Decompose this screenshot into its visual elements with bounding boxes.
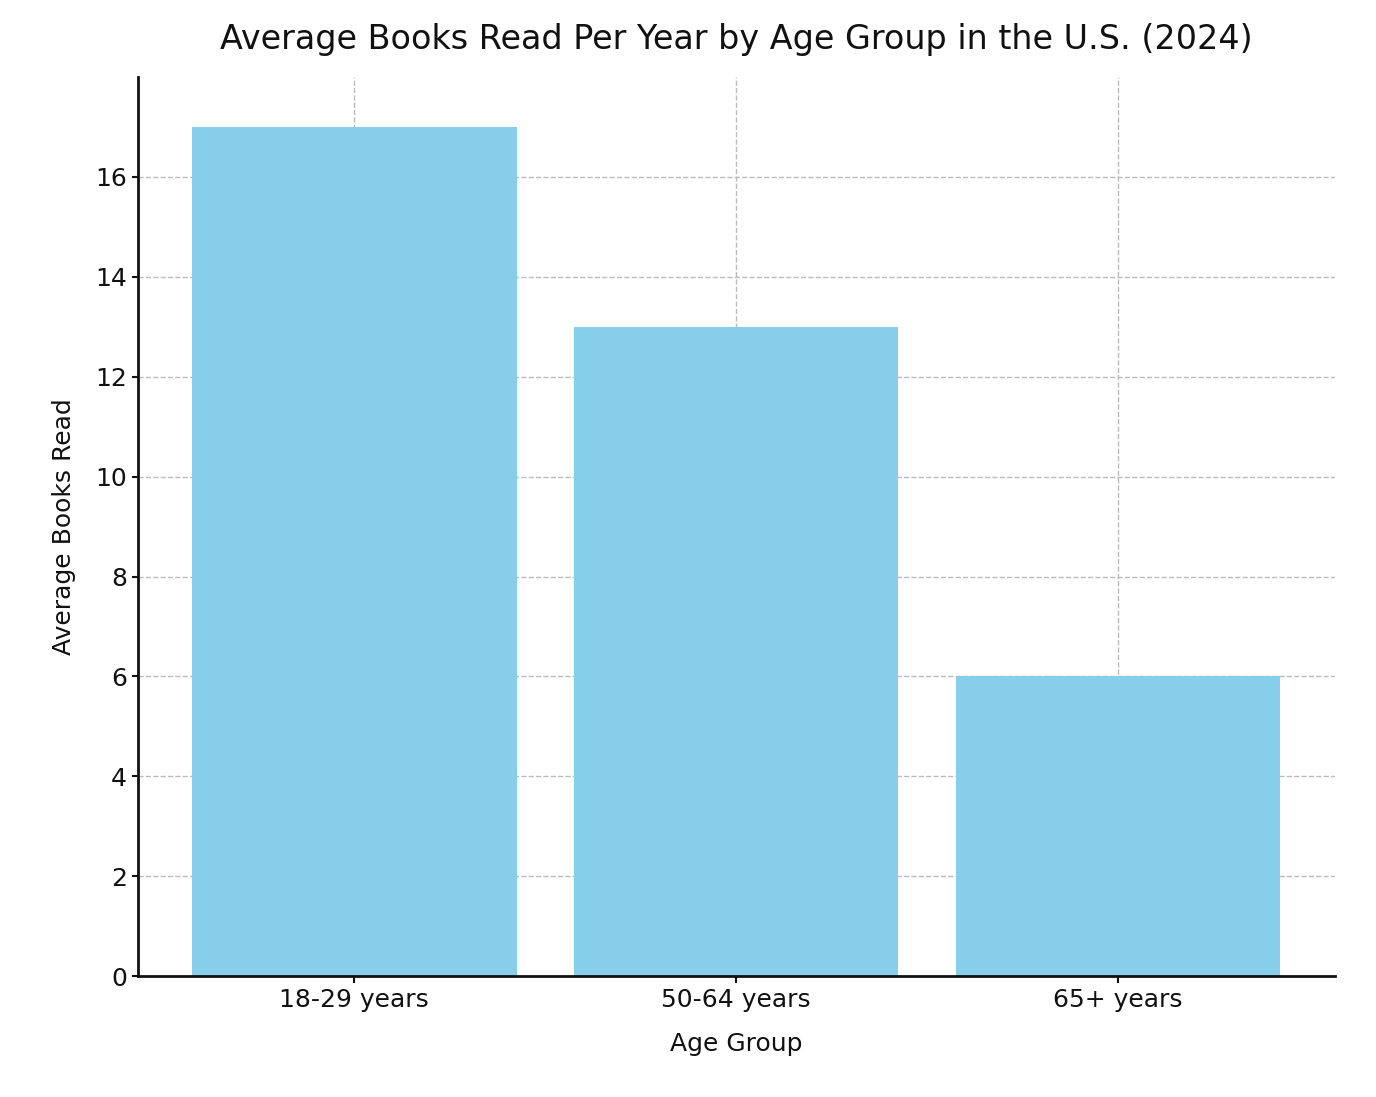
Bar — [956, 677, 1280, 976]
Bar — [574, 327, 899, 976]
Bar — [193, 127, 516, 976]
Y-axis label: Average Books Read: Average Books Read — [52, 398, 76, 655]
X-axis label: Age Group: Age Group — [670, 1031, 802, 1055]
Title: Average Books Read Per Year by Age Group in the U.S. (2024): Average Books Read Per Year by Age Group… — [220, 23, 1252, 56]
